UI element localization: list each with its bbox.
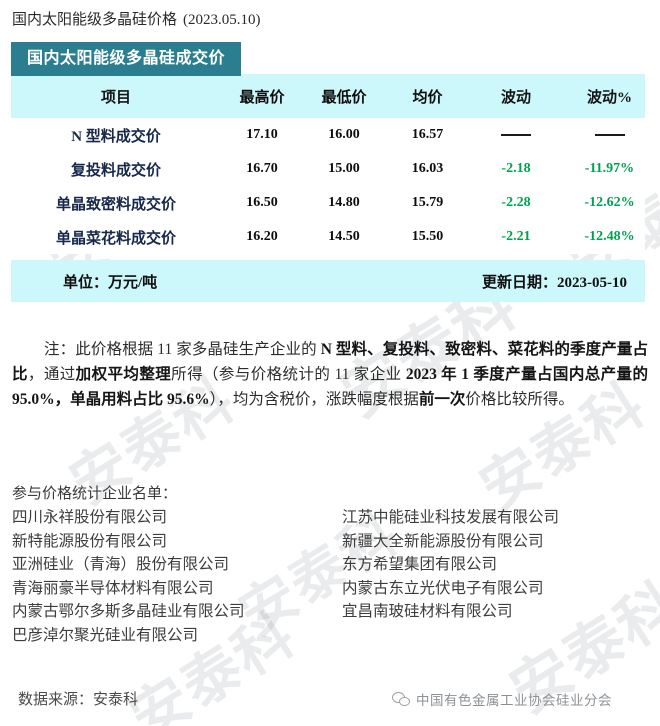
note-paragraph: 注：此价格根据 11 家多晶硅生产企业的 N 型料、复投料、致密料、菜花料的季度…	[12, 337, 648, 412]
note-segment: 加权平均整理	[75, 366, 172, 383]
company-list-title: 参与价格统计企业名单：	[12, 486, 178, 502]
table-column-header-row: 项目 最高价 最低价 均价 波动 波动%	[11, 74, 645, 119]
note-segment: ），均为含税价，涨跌幅度根据	[209, 391, 419, 408]
note-prefix: 注：	[44, 341, 76, 358]
company-list-item: 四川永祥股份有限公司	[12, 509, 168, 526]
table-body: N 型料成交价 17.10 16.00 16.57 复投料成交价 16.70 15.00 16…	[11, 118, 645, 255]
update-date-label: 更新日期：2023-05-10	[482, 274, 627, 291]
cell-low: 14.80	[328, 195, 360, 211]
company-list-item: 亚洲硅业（青海）股份有限公司	[12, 556, 230, 573]
column-header-low: 最低价	[321, 89, 367, 106]
company-column-left: 四川永祥股份有限公司 新特能源股份有限公司亚洲硅业（青海）股份有限公司 青海丽豪半导…	[12, 506, 342, 647]
note-segment: 此价格根据 11 家多晶硅生产企业的	[75, 341, 321, 358]
cell-change	[470, 127, 562, 143]
cell-low: 15.00	[328, 161, 360, 177]
note-segment: N 型料、复投料、致密料、菜花料的季度产量占比	[12, 341, 648, 383]
company-list-section: 参与价格统计企业名单： 四川永祥股份有限公司 新特能源股份有限公司亚洲硅业（青海）…	[12, 483, 648, 647]
cell-high: 16.20	[246, 229, 278, 245]
company-list-item: 青海丽豪半导体材料有限公司	[12, 579, 214, 597]
cell-high: 17.10	[246, 127, 278, 143]
company-list-item: 巴彦淖尔聚光硅业有限公司	[12, 626, 199, 644]
cell-change: -2.28	[501, 195, 531, 211]
cell-avg: 16.03	[411, 161, 444, 177]
cell-item: 复投料成交价	[70, 162, 161, 179]
cell-item: 单晶菜花料成交价	[55, 230, 176, 247]
table-row: 复投料成交价 16.70 15.00 16.03 -2.18 -11.97%	[11, 152, 645, 186]
company-list-item: 新特能源股份有限公司	[12, 532, 168, 550]
table-row: 单晶致密料成交价 16.50 14.80 15.79 -2.28 -12.62%	[11, 186, 645, 220]
company-list-item: 江苏中能硅业科技发展有限公司	[342, 509, 560, 526]
cell-avg: 15.79	[411, 195, 444, 211]
note-body: 此价格根据 11 家多晶硅生产企业的 N 型料、复投料、致密料、菜花料的季度产量…	[12, 341, 648, 408]
cell-change: -2.18	[501, 161, 531, 177]
data-source-label: 数据来源：安泰科	[18, 692, 139, 708]
company-list-item: 东方希望集团有限公司	[342, 556, 498, 573]
table-row: 单晶菜花料成交价 16.20 14.50 15.50 -2.21 -12.48%	[11, 220, 645, 254]
company-column-right: 江苏中能硅业科技发展有限公司 新疆大全新能源股份有限公司 东方希望集团有限公司内蒙古…	[342, 506, 648, 647]
price-table: 国内太阳能级多晶硅成交价 项目 最高价 最低价 均价 波动 波动% N 型料成交…	[11, 42, 645, 303]
company-columns: 四川永祥股份有限公司 新特能源股份有限公司亚洲硅业（青海）股份有限公司 青海丽豪半导…	[12, 506, 648, 647]
table-footer-band: 单位：万元/吨 更新日期：2023-05-10	[11, 260, 645, 303]
column-header-item: 项目	[100, 89, 131, 106]
cell-low: 14.50	[328, 229, 360, 245]
note-segment: 价格比较所得。	[465, 391, 574, 408]
company-list-item: 内蒙古鄂尔多斯多晶硅业有限公司	[12, 603, 245, 620]
note-segment: 所得（参与价格统计的 11 家企业	[171, 366, 406, 383]
table-row: N 型料成交价 17.10 16.00 16.57	[11, 118, 645, 152]
note-segment: ，通过	[27, 366, 76, 383]
cell-change-pct	[562, 127, 657, 143]
page-title-date: (2023.05.10)	[183, 12, 261, 28]
cell-item: N 型料成交价	[71, 128, 161, 145]
wechat-icon	[392, 691, 410, 707]
column-header-change-pct: 波动%	[586, 89, 632, 106]
note-segment: 2023 年 1 季度产量占国内总产量的 95.0%，单晶用料占比 95.6%	[12, 366, 648, 408]
column-header-change: 波动	[500, 89, 531, 106]
cell-change: -2.21	[501, 229, 531, 245]
company-list-item: 宜昌南玻硅材料有限公司	[342, 603, 513, 620]
company-list-item: 新疆大全新能源股份有限公司	[342, 532, 544, 550]
cell-change-pct: -11.97%	[584, 161, 635, 177]
column-header-high: 最高价	[239, 89, 285, 106]
note-segment: 前一次	[418, 391, 466, 408]
cell-high: 16.70	[246, 161, 278, 177]
cell-low: 16.00	[328, 127, 360, 143]
cell-item: 单晶致密料成交价	[55, 196, 176, 213]
company-list-item: 内蒙古东立光伏电子有限公司	[342, 579, 544, 597]
cell-avg: 15.50	[411, 229, 444, 245]
unit-label: 单位：万元/吨	[63, 274, 158, 291]
column-header-avg: 均价	[412, 89, 443, 106]
cell-change-pct: -12.48%	[584, 229, 635, 245]
brand-block: 中国有色金属工业协会硅业分会	[392, 689, 612, 709]
table-tab-heading: 国内太阳能级多晶硅成交价	[11, 42, 242, 77]
cell-high: 16.50	[246, 195, 278, 211]
cell-avg: 16.57	[411, 127, 444, 143]
page-title: 国内太阳能级多晶硅价格 (2023.05.10)	[12, 8, 261, 29]
cell-change-pct: -12.62%	[584, 195, 635, 211]
brand-label: 中国有色金属工业协会硅业分会	[416, 693, 612, 708]
page-title-text: 国内太阳能级多晶硅价格	[12, 12, 178, 28]
footer-bar: 数据来源：安泰科 中国有色金属工业协会硅业分会	[0, 688, 660, 718]
